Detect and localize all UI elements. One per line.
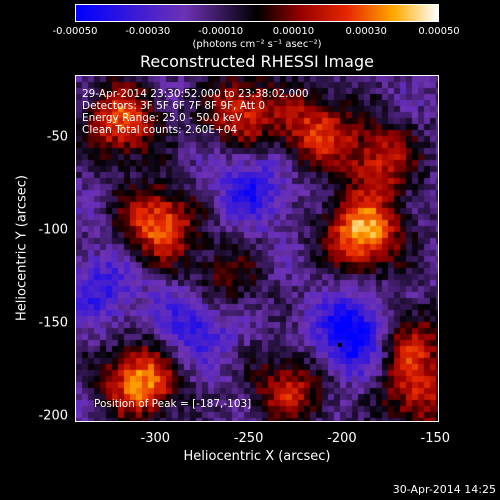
colorbar-tick-label: 0.00010 xyxy=(272,26,315,37)
info-time: 29-Apr-2014 23:30:52.000 to 23:38:02.000 xyxy=(82,88,309,100)
timestamp: 30-Apr-2014 14:25 xyxy=(392,483,496,496)
rhessi-image-plot: 29-Apr-2014 23:30:52.000 to 23:38:02.000… xyxy=(75,75,439,422)
info-peak: Position of Peak = [-187,-103] xyxy=(94,398,252,410)
info-energy: Energy Range: 25.0 - 50.0 keV xyxy=(82,112,243,124)
colorbar-tick-label: 0.00050 xyxy=(418,26,460,37)
x-tick-label: -300 xyxy=(140,431,171,446)
x-tick-label: -150 xyxy=(420,431,451,446)
info-detectors: Detectors: 3F 5F 6F 7F 8F 9F, Att 0 xyxy=(82,100,266,112)
plot-title: Reconstructed RHESSI Image xyxy=(140,52,374,71)
rhessi-image xyxy=(76,76,438,421)
peak-marker xyxy=(338,343,342,347)
colorbar xyxy=(75,4,439,22)
colorbar-unit: (photons cm⁻² s⁻¹ asec⁻²) xyxy=(192,39,322,50)
y-tick-label: -200 xyxy=(38,408,68,424)
colorbar-tick-label: -0.00030 xyxy=(125,26,171,37)
colorbar-tick-label: -0.00010 xyxy=(198,26,244,37)
x-tick-label: -250 xyxy=(233,431,264,446)
x-axis-label: Heliocentric X (arcsec) xyxy=(183,449,331,464)
info-clean: Clean Total counts: 2.60E+04 xyxy=(82,124,238,136)
y-tick-label: -150 xyxy=(38,315,68,331)
y-tick-label: -50 xyxy=(46,129,68,145)
colorbar-tick-label: -0.00050 xyxy=(52,26,98,37)
colorbar-tick-label: 0.00030 xyxy=(345,26,387,37)
y-tick-label: -100 xyxy=(38,222,68,238)
y-axis-label: Heliocentric Y (arcsec) xyxy=(14,175,30,321)
x-tick-label: -200 xyxy=(327,431,357,446)
